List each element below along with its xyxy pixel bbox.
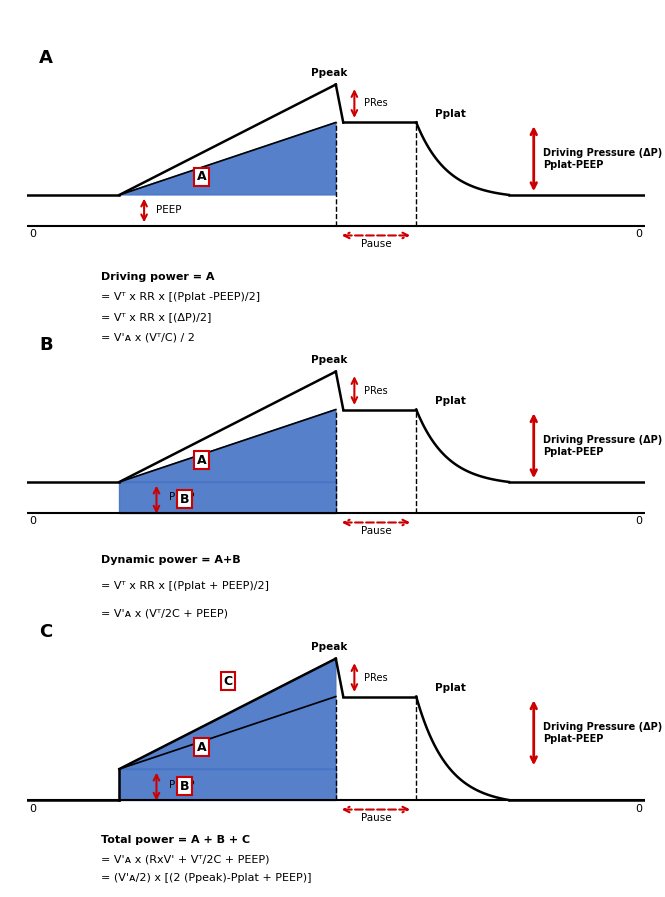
Text: Total power = A + B + C: Total power = A + B + C [101, 835, 250, 845]
Polygon shape [120, 697, 336, 769]
Polygon shape [120, 410, 336, 482]
Text: Driving power = A: Driving power = A [101, 272, 214, 283]
Text: Pplat: Pplat [435, 396, 466, 406]
Text: A: A [197, 741, 206, 753]
Text: = Vᵀ x RR x [(Pplat + PEEP)/2]: = Vᵀ x RR x [(Pplat + PEEP)/2] [101, 581, 269, 591]
Text: Pause: Pause [360, 526, 391, 536]
Text: 0: 0 [635, 517, 642, 527]
Text: Ppeak: Ppeak [311, 354, 348, 365]
Text: PEEP: PEEP [169, 779, 194, 789]
Text: = (V'ᴀ/2) x [(2 (Ppeak)-Pplat + PEEP)]: = (V'ᴀ/2) x [(2 (Ppeak)-Pplat + PEEP)] [101, 874, 311, 884]
Text: A: A [197, 170, 206, 183]
Text: PEEP: PEEP [156, 205, 182, 215]
Text: Driving Pressure (ΔP) =
Pplat-PEEP: Driving Pressure (ΔP) = Pplat-PEEP [543, 435, 665, 457]
Text: A: A [39, 49, 53, 67]
Text: = V'ᴀ x (Vᵀ/C) / 2: = V'ᴀ x (Vᵀ/C) / 2 [101, 332, 195, 342]
Polygon shape [120, 123, 336, 195]
Polygon shape [120, 658, 336, 769]
Text: PEEP: PEEP [169, 492, 194, 502]
Text: 0: 0 [30, 517, 37, 527]
Text: Driving Pressure (ΔP) =
Pplat-PEEP: Driving Pressure (ΔP) = Pplat-PEEP [543, 148, 665, 170]
Text: Pplat: Pplat [435, 109, 466, 119]
Text: Dynamic power = A+B: Dynamic power = A+B [101, 554, 241, 565]
Text: Ppeak: Ppeak [311, 67, 348, 78]
Text: B: B [180, 492, 189, 506]
Text: Driving Pressure (ΔP) =
Pplat-PEEP: Driving Pressure (ΔP) = Pplat-PEEP [543, 722, 665, 744]
Text: = Vᵀ x RR x [(ΔP)/2]: = Vᵀ x RR x [(ΔP)/2] [101, 312, 211, 322]
Text: Pause: Pause [360, 813, 391, 823]
Text: 0: 0 [30, 804, 37, 814]
Text: 0: 0 [635, 804, 642, 814]
Text: C: C [39, 623, 53, 641]
Polygon shape [120, 482, 336, 513]
Text: 0: 0 [635, 230, 642, 239]
Text: PRes: PRes [364, 386, 387, 396]
Text: A: A [197, 454, 206, 466]
Text: Pause: Pause [360, 239, 391, 248]
Text: = V'ᴀ x (RxV' + Vᵀ/2C + PEEP): = V'ᴀ x (RxV' + Vᵀ/2C + PEEP) [101, 854, 269, 864]
Text: Pplat: Pplat [435, 684, 466, 693]
Text: = V'ᴀ x (Vᵀ/2C + PEEP): = V'ᴀ x (Vᵀ/2C + PEEP) [101, 608, 228, 618]
Text: B: B [180, 779, 189, 793]
Text: PRes: PRes [364, 673, 387, 683]
Polygon shape [120, 769, 336, 800]
Text: C: C [223, 675, 232, 688]
Text: PRes: PRes [364, 99, 387, 109]
Text: B: B [39, 336, 53, 354]
Text: Ppeak: Ppeak [311, 641, 348, 652]
Text: = Vᵀ x RR x [(Pplat -PEEP)/2]: = Vᵀ x RR x [(Pplat -PEEP)/2] [101, 292, 260, 302]
Text: 0: 0 [30, 230, 37, 239]
